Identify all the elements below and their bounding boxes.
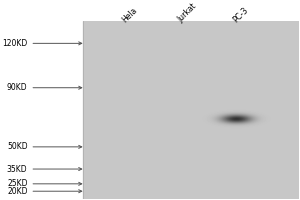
Text: Hela: Hela bbox=[121, 5, 140, 24]
Text: Jurkat: Jurkat bbox=[176, 2, 198, 24]
Bar bbox=[83, 21, 298, 199]
Text: 50KD: 50KD bbox=[7, 142, 82, 151]
Text: 120KD: 120KD bbox=[2, 39, 82, 48]
Text: 90KD: 90KD bbox=[7, 83, 82, 92]
Text: 25KD: 25KD bbox=[7, 179, 82, 188]
Text: 35KD: 35KD bbox=[7, 165, 82, 174]
Text: PC-3: PC-3 bbox=[231, 5, 250, 24]
Text: 20KD: 20KD bbox=[7, 187, 82, 196]
